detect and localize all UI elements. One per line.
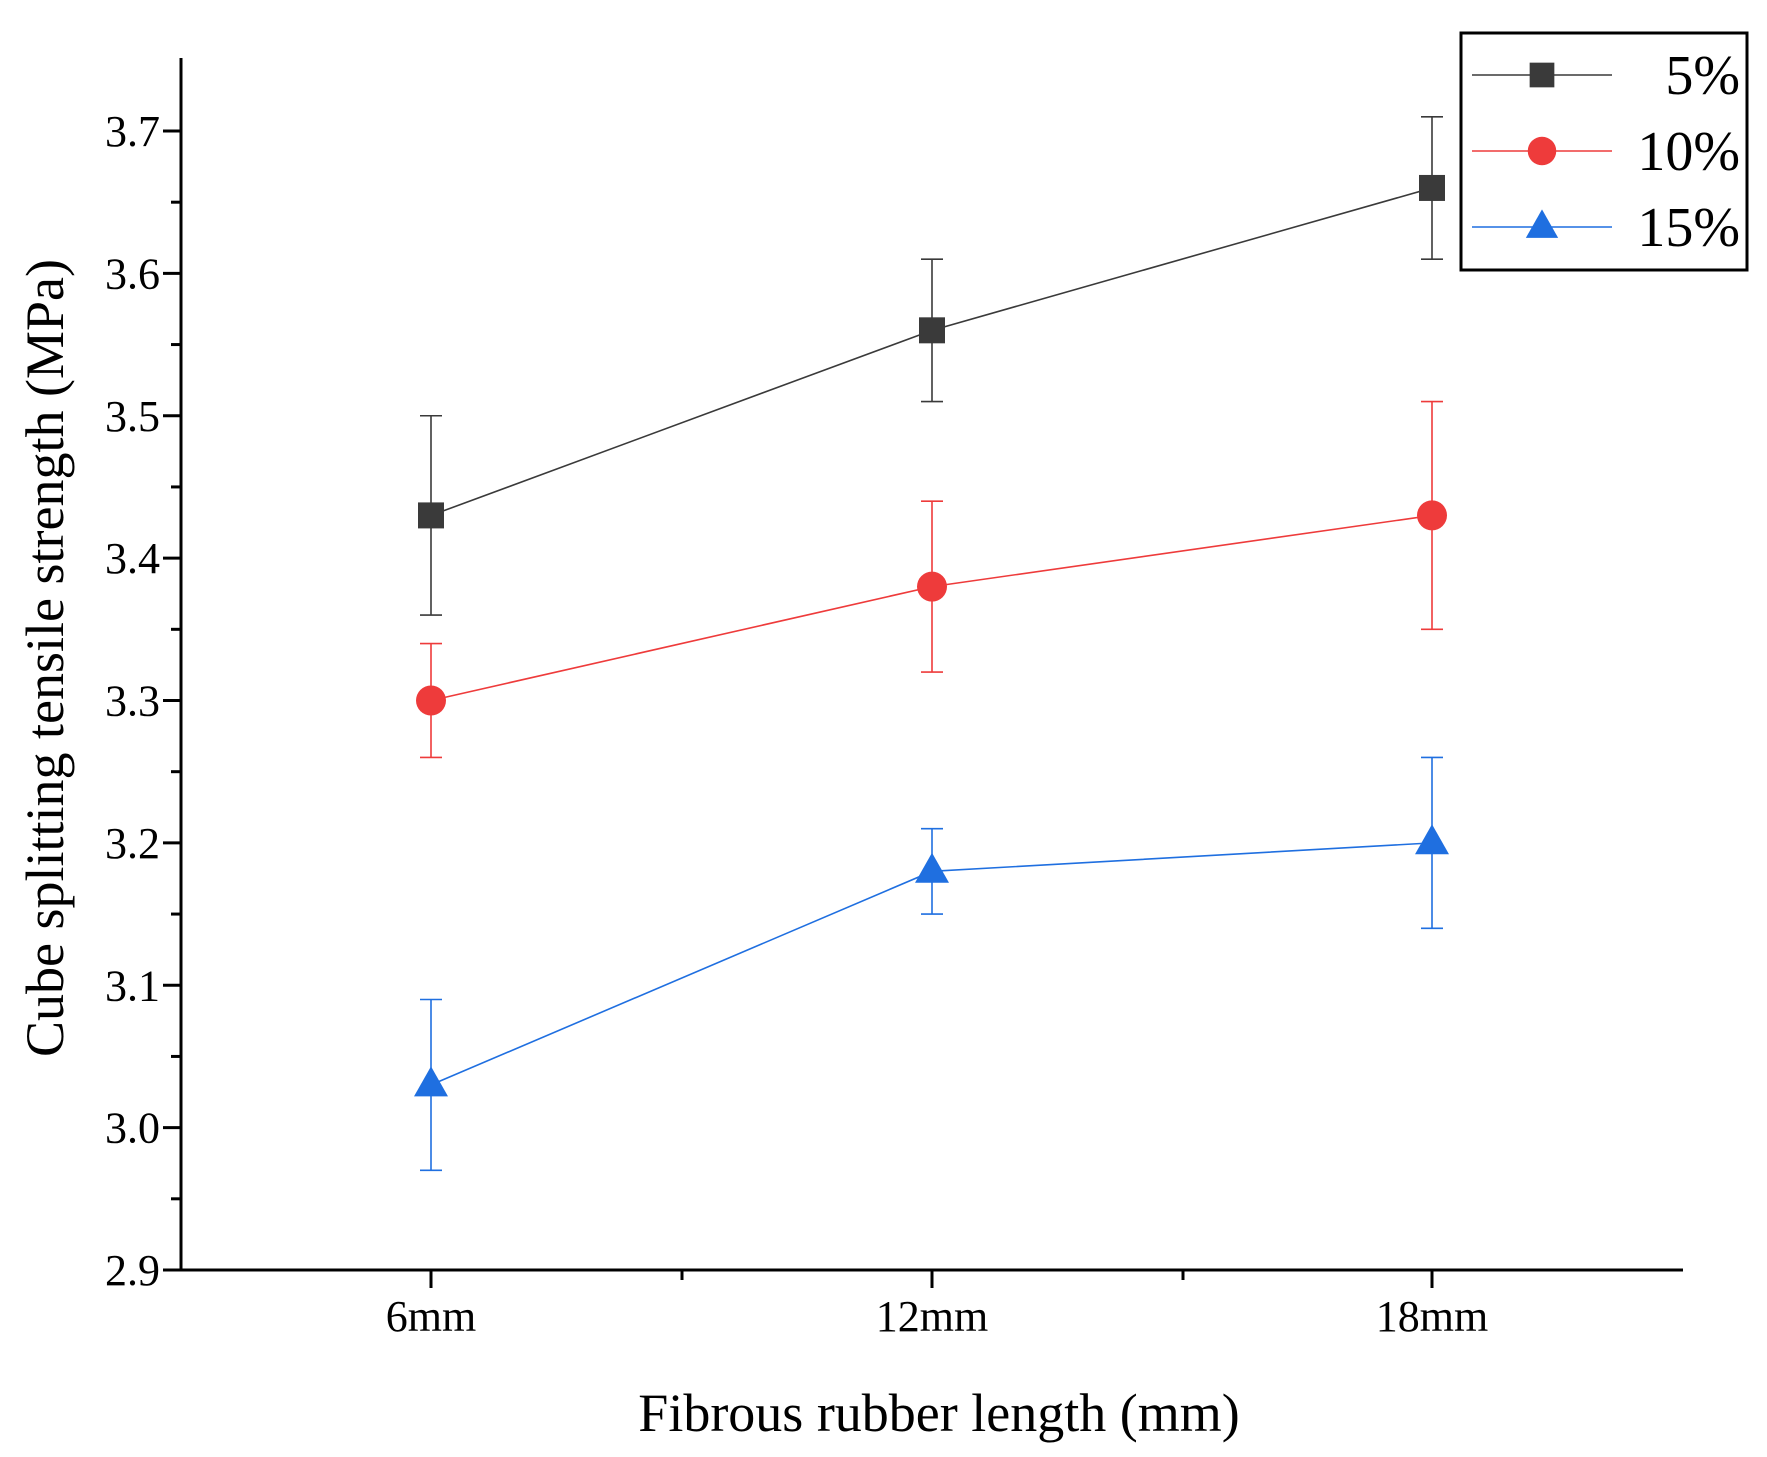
- data-point-triangle: [915, 852, 949, 883]
- y-axis-title: Cube splitting tensile strength (MPa): [15, 259, 75, 1057]
- data-point-circle: [1417, 500, 1447, 531]
- data-point-triangle: [414, 1066, 448, 1097]
- legend-label: 10%: [1637, 121, 1740, 183]
- data-point-triangle: [1415, 824, 1449, 855]
- x-tick-label: 6mm: [386, 1292, 476, 1341]
- y-tick-label: 3.4: [105, 534, 160, 583]
- y-tick-label: 3.6: [105, 249, 160, 298]
- legend-entry-10%: 10%: [1472, 121, 1740, 183]
- legend-label: 5%: [1665, 45, 1740, 107]
- y-tick-label: 3.0: [105, 1104, 160, 1153]
- data-point-circle: [1527, 136, 1557, 166]
- axes: 2.9 3.0 3.1 3.2 3.3 3.4 3.5 3.6 3.7 6mm 12mm 18mm: [105, 58, 1683, 1341]
- series-5%: [418, 115, 1445, 616]
- y-tick-label: 3.2: [105, 819, 160, 868]
- data-point-square: [1419, 174, 1445, 201]
- y-tick-label: 2.9: [105, 1246, 160, 1295]
- series-layer: [414, 115, 1449, 1172]
- y-tick-label: 3.1: [105, 961, 160, 1010]
- x-tick-label: 12mm: [876, 1292, 988, 1341]
- x-axis-title: Fibrous rubber length (mm): [638, 1383, 1239, 1443]
- data-point-circle: [416, 685, 446, 716]
- legend: 5% 10% 15%: [1459, 31, 1749, 272]
- y-tick-label: 3.7: [105, 107, 160, 156]
- legend-entry-5%: 5%: [1472, 45, 1740, 107]
- y-tick-label: 3.3: [105, 677, 160, 726]
- data-point-triangle: [1525, 209, 1559, 238]
- legend-entry-15%: 15%: [1472, 197, 1740, 259]
- data-point-circle: [917, 571, 947, 602]
- data-point-square: [919, 317, 945, 344]
- y-tick-label: 3.5: [105, 392, 160, 441]
- data-point-square: [418, 502, 444, 529]
- series-10%: [416, 400, 1447, 759]
- legend-label: 15%: [1637, 197, 1740, 259]
- data-point-square: [1529, 62, 1555, 88]
- x-tick-label: 18mm: [1376, 1292, 1488, 1341]
- series-15%: [414, 756, 1449, 1172]
